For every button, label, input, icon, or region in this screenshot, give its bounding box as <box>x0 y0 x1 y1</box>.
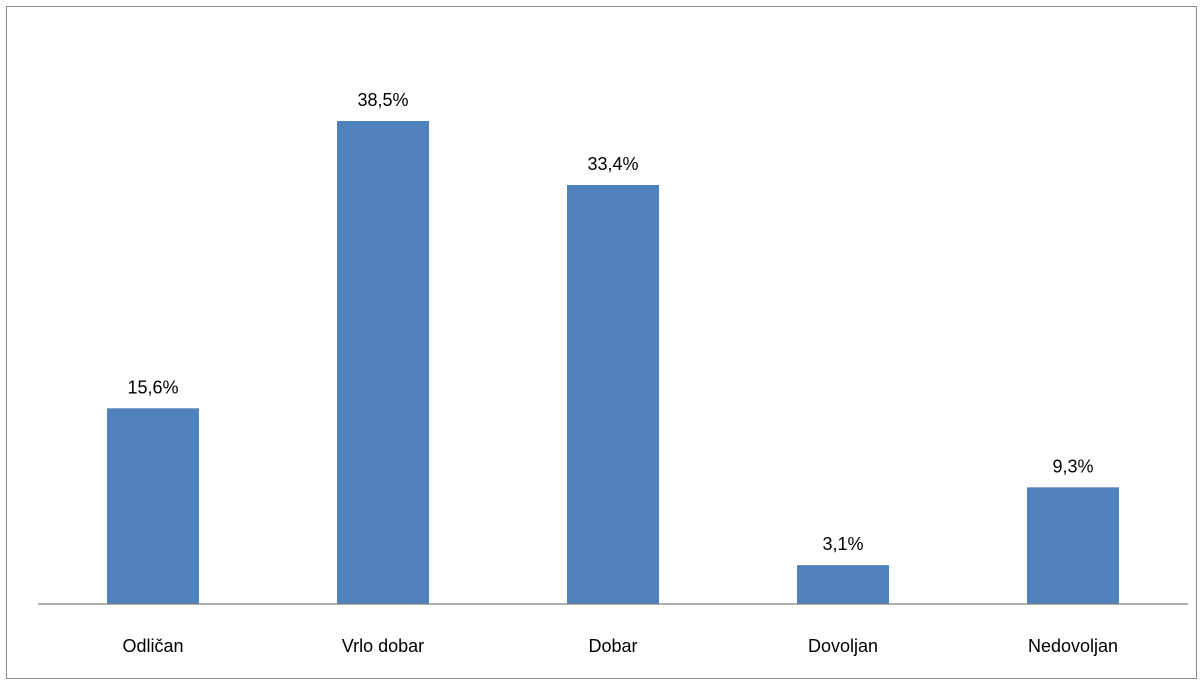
x-tick-label-2: Dobar <box>588 636 637 656</box>
data-label-4: 9,3% <box>1052 456 1093 476</box>
data-label-2: 33,4% <box>587 154 638 174</box>
x-tick-label-4: Nedovoljan <box>1028 636 1118 656</box>
x-tick-label-1: Vrlo dobar <box>342 636 424 656</box>
x-tick-label-0: Odličan <box>122 636 183 656</box>
data-label-3: 3,1% <box>822 534 863 554</box>
bars-group <box>107 121 1119 604</box>
bar-0 <box>107 408 199 604</box>
data-label-1: 38,5% <box>357 90 408 110</box>
x-tick-labels-group: Odličan Vrlo dobar Dobar Dovoljan Nedovoljan <box>122 636 1118 656</box>
bar-1 <box>337 121 429 604</box>
bar-4 <box>1027 487 1119 604</box>
x-tick-label-3: Dovoljan <box>808 636 878 656</box>
bar-2 <box>567 185 659 604</box>
bar-3 <box>797 565 889 604</box>
data-label-0: 15,6% <box>127 377 178 397</box>
